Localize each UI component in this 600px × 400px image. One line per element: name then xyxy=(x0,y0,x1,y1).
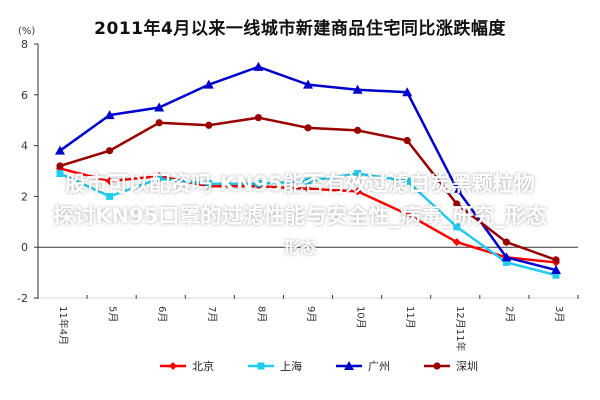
data-point xyxy=(552,256,560,264)
data-point xyxy=(501,252,512,262)
legend-swatch-marker xyxy=(257,362,265,370)
legend-label: 广州 xyxy=(368,360,390,373)
x-tick-label: 2月 xyxy=(503,306,515,322)
series-3 xyxy=(56,114,560,264)
data-point xyxy=(402,87,413,97)
legend-label: 上海 xyxy=(280,359,302,373)
data-point xyxy=(56,162,64,170)
legend-item: 北京 xyxy=(160,359,214,373)
chart-title: 2011年4月以来一线城市新建商品住宅同比涨跌幅度 xyxy=(94,19,506,39)
y-tick-label: 2 xyxy=(21,190,28,203)
data-point xyxy=(154,102,165,112)
data-point xyxy=(205,121,213,129)
data-point xyxy=(104,110,115,120)
data-point xyxy=(56,170,64,178)
x-tick-label: 6月 xyxy=(156,306,168,322)
data-point xyxy=(354,126,362,134)
x-tick-label: 5月 xyxy=(107,306,119,322)
legend-item: 上海 xyxy=(248,359,302,373)
data-point xyxy=(451,183,462,193)
x-tick-label: 12月11年 xyxy=(454,306,467,351)
data-point xyxy=(253,61,264,71)
data-point xyxy=(205,180,213,188)
data-point xyxy=(155,119,163,127)
data-point xyxy=(106,192,114,200)
data-point xyxy=(254,114,262,122)
data-point xyxy=(106,147,114,155)
x-tick-label: 11年4月 xyxy=(57,306,70,345)
legend-item: 广州 xyxy=(336,360,390,373)
legend-swatch-marker xyxy=(344,361,354,370)
data-point xyxy=(452,238,461,247)
data-point xyxy=(304,124,312,132)
watermark-line-3: 形态 xyxy=(283,238,316,257)
data-point xyxy=(353,187,362,196)
legend-swatch-marker xyxy=(169,362,177,370)
data-point xyxy=(403,136,411,145)
legend-swatch-marker xyxy=(433,362,441,370)
data-point xyxy=(304,184,312,193)
watermark-line-2: 探讨KN95口罩的过滤性能与安全性_病毒_研究_形态 xyxy=(53,204,547,228)
y-tick-label: 4 xyxy=(21,140,28,153)
legend-item: 深圳 xyxy=(424,360,478,373)
y-tick-label: 6 xyxy=(21,89,28,102)
data-point xyxy=(352,84,363,94)
y-tick-label: -2 xyxy=(17,292,28,305)
data-point xyxy=(203,79,214,89)
x-tick-label: 8月 xyxy=(255,306,267,322)
data-point xyxy=(502,258,510,266)
x-tick-label: 11月 xyxy=(404,306,416,329)
watermark-line-1: 股市可以配资吗 KN95能否有效过滤白炭黑颗粒物 xyxy=(65,172,535,196)
y-tick-label: 8 xyxy=(21,38,28,51)
legend-label: 深圳 xyxy=(456,360,478,373)
data-point xyxy=(303,79,313,89)
x-tick-label: 9月 xyxy=(305,306,317,322)
data-point xyxy=(354,170,362,178)
series-2 xyxy=(55,61,561,275)
y-axis-unit: (%) xyxy=(18,26,35,37)
x-tick-label: 10月 xyxy=(355,306,367,329)
legend-label: 北京 xyxy=(192,359,214,373)
x-tick-label: 7月 xyxy=(206,306,218,322)
data-point xyxy=(105,177,114,186)
x-tick-label: 3月 xyxy=(553,306,565,322)
data-point xyxy=(502,238,510,246)
chart-axes: (%) -2 0 2 4 6 8 11年4月 5月 6月 7月 8月 9月 10月 11月 12月11年 2月 3… xyxy=(17,26,579,351)
data-point xyxy=(403,210,412,219)
data-point xyxy=(254,180,262,188)
series-1 xyxy=(56,170,560,279)
data-point xyxy=(551,265,561,275)
y-tick-label: 0 xyxy=(21,241,28,254)
data-point xyxy=(453,223,461,231)
series-layer xyxy=(55,61,561,279)
data-point xyxy=(552,271,560,279)
data-point xyxy=(55,145,65,155)
data-point xyxy=(403,177,411,185)
data-point xyxy=(453,200,461,208)
data-point xyxy=(155,175,163,183)
chart-legend: 北京 上海 广州 深圳 xyxy=(160,359,478,373)
data-point xyxy=(304,177,312,185)
